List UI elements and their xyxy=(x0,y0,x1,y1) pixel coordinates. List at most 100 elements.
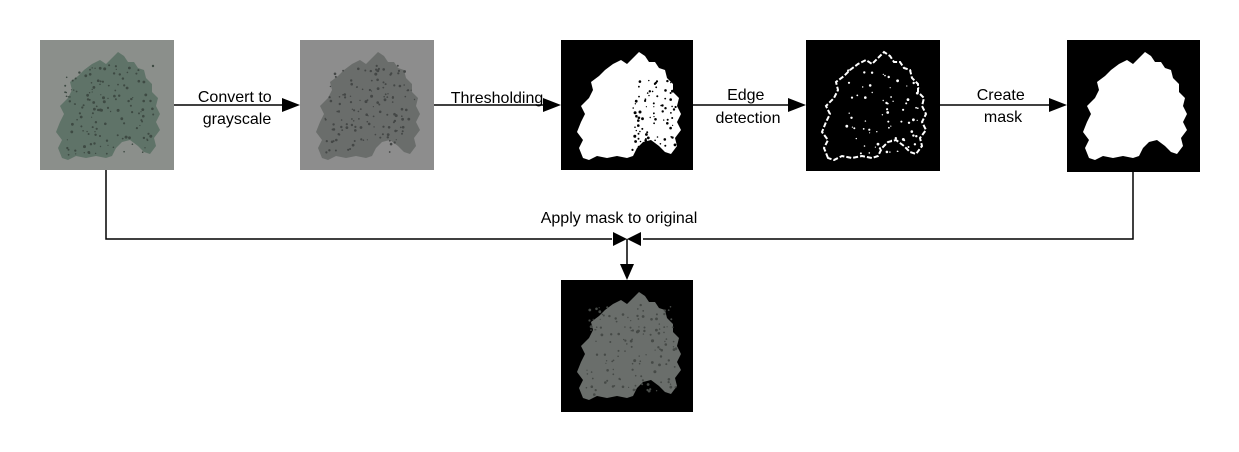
texture-speck xyxy=(673,143,677,147)
texture-speck xyxy=(595,340,597,342)
texture-speck xyxy=(637,145,640,148)
texture-speck xyxy=(605,362,607,364)
texture-speck xyxy=(667,378,671,381)
texture-speck xyxy=(70,89,73,91)
texture-speck xyxy=(118,94,121,97)
texture-speck xyxy=(368,88,371,92)
texture-speck xyxy=(394,114,398,118)
texture-speck xyxy=(389,142,393,146)
texture-speck xyxy=(78,112,81,115)
texture-speck xyxy=(888,126,890,129)
texture-speck xyxy=(642,310,645,312)
texture-speck xyxy=(393,141,396,144)
texture-speck xyxy=(398,84,402,88)
texture-speck xyxy=(663,312,666,316)
texture-speck xyxy=(638,110,642,114)
texture-speck xyxy=(659,148,662,151)
texture-speck xyxy=(631,329,634,332)
texture-speck xyxy=(889,151,891,153)
texture-speck xyxy=(358,118,360,120)
texture-speck xyxy=(645,106,647,108)
texture-speck xyxy=(342,69,344,72)
texture-speck xyxy=(599,326,602,329)
texture-speck xyxy=(588,308,592,312)
texture-speck xyxy=(372,106,374,108)
texture-speck xyxy=(639,303,642,307)
texture-speck xyxy=(634,140,637,143)
texture-speck xyxy=(81,106,84,109)
texture-speck xyxy=(666,79,669,83)
texture-speck xyxy=(876,142,880,146)
texture-speck xyxy=(630,320,632,322)
texture-speck xyxy=(332,128,336,131)
texture-speck xyxy=(361,88,364,91)
texture-speck xyxy=(382,81,385,84)
texture-speck xyxy=(67,148,70,151)
texture-speck xyxy=(666,326,668,328)
texture-speck xyxy=(654,81,657,85)
texture-speck xyxy=(907,146,910,148)
texture-speck xyxy=(592,318,594,320)
texture-speck xyxy=(635,114,638,118)
texture-speck xyxy=(869,132,871,134)
texture-speck xyxy=(93,142,96,145)
texture-speck xyxy=(649,147,651,149)
texture-speck xyxy=(394,129,397,133)
arrow-grayscale xyxy=(174,98,300,112)
texture-speck xyxy=(666,118,669,121)
texture-speck xyxy=(624,339,627,342)
texture-speck xyxy=(912,81,915,85)
texture-speck xyxy=(664,343,668,346)
texture-speck xyxy=(863,71,866,74)
texture-speck xyxy=(915,106,917,109)
texture-speck xyxy=(651,339,655,343)
texture-speck xyxy=(128,136,131,140)
texture-speck xyxy=(386,96,389,98)
texture-speck xyxy=(387,93,389,95)
texture-speck xyxy=(611,360,614,363)
texture-speck xyxy=(648,90,651,93)
texture-speck xyxy=(624,350,626,352)
texture-speck xyxy=(586,369,588,371)
texture-speck xyxy=(121,77,125,80)
texture-speck xyxy=(407,117,411,121)
texture-speck xyxy=(378,103,381,106)
texture-speck xyxy=(670,136,672,138)
texture-speck xyxy=(912,118,915,122)
texture-speck xyxy=(600,333,604,337)
texture-speck xyxy=(657,332,661,335)
texture-speck xyxy=(605,360,608,362)
texture-speck xyxy=(131,111,134,114)
texture-speck xyxy=(132,97,134,99)
texture-speck xyxy=(637,132,640,135)
texture-speck xyxy=(660,348,663,352)
texture-speck xyxy=(886,108,889,111)
texture-speck xyxy=(67,96,69,98)
texture-speck xyxy=(91,67,93,69)
texture-speck xyxy=(375,64,378,67)
texture-speck xyxy=(850,96,854,99)
texture-speck xyxy=(896,79,899,83)
texture-speck xyxy=(383,95,385,98)
texture-speck xyxy=(88,92,91,94)
texture-speck xyxy=(639,360,642,362)
texture-speck xyxy=(878,147,882,150)
texture-speck xyxy=(406,89,408,92)
texture-speck xyxy=(917,107,919,109)
texture-speck xyxy=(601,313,604,316)
texture-speck xyxy=(343,93,347,96)
texture-speck xyxy=(332,123,335,126)
texture-speck xyxy=(644,98,647,101)
texture-speck xyxy=(101,80,104,83)
texture-speck xyxy=(647,389,651,393)
texture-speck xyxy=(141,108,145,111)
texture-speck xyxy=(376,69,380,73)
texture-speck xyxy=(403,70,406,73)
texture-speck xyxy=(328,96,331,99)
texture-speck xyxy=(896,150,899,152)
texture-speck xyxy=(108,64,111,67)
texture-speck xyxy=(631,368,634,371)
texture-speck xyxy=(337,133,340,136)
texture-speck xyxy=(631,338,633,341)
texture-speck xyxy=(382,68,385,71)
